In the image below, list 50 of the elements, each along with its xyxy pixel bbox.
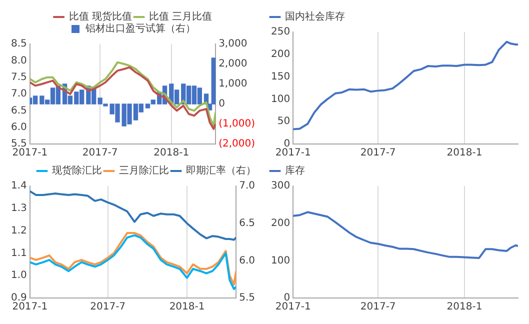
legend-label: 铝材出口盈亏试算（右）	[84, 22, 196, 35]
y-tick-label: 50	[277, 116, 290, 128]
y2-tick-label: (2,000)	[218, 138, 256, 150]
y-tick-label: 7.5	[10, 72, 27, 83]
bar	[33, 96, 38, 104]
legend-label: 即期汇率（右）	[186, 164, 256, 177]
y-tick-label: 150	[270, 71, 290, 82]
x-tick-label: 2018-1	[446, 302, 482, 313]
legend-label: 比值 三月比值	[149, 10, 212, 23]
y-tick-label: 7.0	[10, 88, 27, 100]
y2-tick-label: 6.0	[239, 255, 256, 266]
y-tick-label: 1.4	[10, 180, 27, 192]
x-tick-label: 2017-1	[12, 302, 48, 313]
y-tick-label: 300	[270, 180, 290, 192]
y-tick-label: 200	[270, 218, 290, 229]
y2-tick-label: 6.5	[239, 218, 256, 229]
x-tick-label: 2017-1	[275, 148, 311, 159]
x-tick-label: 2017-7	[90, 302, 126, 313]
x-tick-label: 2018-1	[154, 148, 190, 159]
x-tick-label: 2017-7	[360, 148, 396, 159]
legend-label: 库存	[285, 164, 305, 177]
y-tick-label: 100	[270, 255, 290, 266]
y-tick-label: 1.0	[10, 270, 27, 282]
y2-tick-label: 7.0	[239, 180, 256, 192]
legend-label: 国内社会库存	[285, 10, 345, 23]
y2-tick-label: 5.5	[239, 292, 256, 304]
y2-tick-label: 2,000	[218, 58, 248, 70]
y-tick-label: 1.1	[10, 248, 27, 259]
legend-label: 三月除汇比	[119, 164, 169, 177]
legend-label: 比值 现货比值	[68, 10, 132, 23]
y-tick-label: 1.3	[10, 202, 27, 214]
x-tick-label: 2017-7	[360, 302, 396, 313]
y2-tick-label: 3,000	[218, 38, 248, 50]
x-tick-label: 2018-1	[446, 148, 482, 159]
y2-tick-label: 1,000	[218, 78, 248, 90]
legend-label: 现货除汇比	[52, 164, 102, 177]
y2-tick-label: (1,000)	[218, 118, 256, 130]
x-tick-label: 2017-7	[82, 148, 118, 159]
x-tick-label: 2017-1	[12, 148, 48, 159]
y-tick-label: 100	[270, 94, 290, 105]
y-tick-label: 8.0	[10, 55, 27, 66]
y-tick-label: 6.5	[10, 105, 27, 116]
x-tick-label: 2017-1	[275, 302, 311, 313]
y-tick-label: 200	[270, 48, 290, 60]
y-tick-label: 8.5	[10, 38, 27, 50]
y-tick-label: 250	[270, 26, 290, 38]
y-tick-label: 1.2	[10, 225, 27, 236]
x-tick-label: 2018-1	[169, 302, 205, 313]
y2-tick-label: 0	[218, 98, 225, 110]
y-tick-label: 6.0	[10, 122, 27, 133]
